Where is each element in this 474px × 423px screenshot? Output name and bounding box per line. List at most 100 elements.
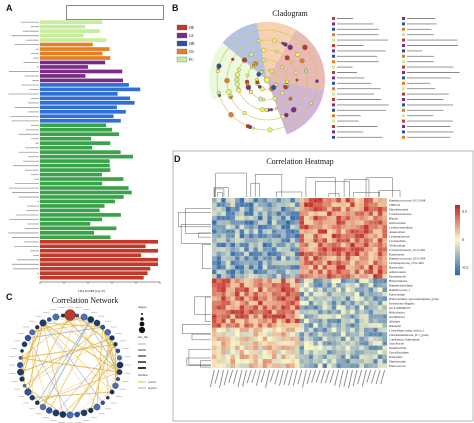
network-node — [75, 313, 80, 318]
heatmap-cell — [345, 247, 351, 252]
heatmap-cell — [299, 247, 305, 252]
cladogram-node — [248, 52, 254, 57]
heatmap-scale-band — [455, 254, 460, 257]
heatmap-cell — [359, 198, 365, 203]
heatmap-cell — [262, 300, 268, 306]
network-edge — [42, 322, 98, 408]
heatmap-cell — [345, 305, 351, 310]
heatmap-cell — [253, 198, 259, 203]
heatmap-cell — [313, 354, 318, 360]
heatmap-top-dendrogram-branch — [378, 190, 401, 197]
heatmap-cell — [281, 229, 286, 234]
heatmap-cell — [294, 238, 300, 243]
heatmap-cell — [281, 309, 286, 315]
heatmap-cell — [285, 274, 291, 279]
heatmap-cell — [267, 233, 272, 239]
heatmap-cell — [308, 260, 314, 266]
heatmap-cell — [235, 314, 240, 319]
heatmap-cell — [363, 309, 369, 315]
heatmap-cell — [373, 350, 378, 355]
heatmap-significance-mark: * — [329, 261, 331, 265]
heatmap-cell — [267, 265, 272, 270]
heatmap-significance-mark: * — [260, 288, 262, 292]
cladogram-key-swatch — [402, 119, 405, 123]
heatmap-cell — [340, 327, 346, 333]
heatmap-cell — [368, 198, 374, 203]
heatmap-cell — [350, 278, 355, 284]
heatmap-cell — [271, 300, 277, 306]
heatmap-significance-mark: * — [315, 284, 317, 288]
network-node — [66, 411, 74, 419]
heatmap-cell — [331, 260, 337, 266]
heatmap-cell — [290, 314, 295, 319]
heatmap-cell — [317, 300, 323, 306]
heatmap-cell — [327, 220, 332, 225]
heatmap-cell — [239, 251, 245, 257]
heatmap-cell — [299, 229, 305, 234]
heatmap-column-label-mark — [232, 369, 238, 384]
heatmap-cell — [299, 220, 305, 225]
heatmap-significance-mark: * — [347, 360, 349, 364]
heatmap-cell — [382, 300, 388, 306]
heatmap-cell — [258, 233, 263, 239]
heatmap-cell — [368, 269, 374, 275]
heatmap-cell — [262, 251, 268, 257]
heatmap-row-label: [Eubacterium] coprostanoligenes_group — [389, 297, 439, 301]
heatmap-cell — [350, 198, 355, 203]
heatmap-cell — [253, 247, 259, 252]
heatmap-cell — [244, 256, 249, 261]
heatmap-cell — [304, 291, 309, 297]
heatmap-cell — [285, 238, 291, 243]
heatmap-cell — [377, 300, 383, 306]
heatmap-cell — [317, 220, 323, 225]
heatmap-cell — [313, 309, 318, 315]
heatmap-cell — [336, 215, 341, 221]
cladogram-key-swatch — [332, 81, 335, 85]
heatmap-cell — [212, 283, 217, 288]
heatmap-cell — [248, 269, 254, 275]
heatmap-cell — [225, 359, 231, 364]
lda-bar — [40, 100, 135, 105]
heatmap-cell — [354, 350, 360, 355]
heatmap-cell — [221, 283, 226, 288]
heatmap-cell — [262, 198, 268, 203]
heatmap-cell — [317, 260, 323, 266]
heatmap-cell — [221, 233, 226, 239]
heatmap-left-dendrogram-branch — [178, 212, 211, 228]
heatmap-cell — [308, 341, 314, 346]
heatmap-cell — [276, 300, 282, 306]
heatmap-cell — [212, 359, 217, 364]
heatmap-cell — [331, 309, 337, 315]
heatmap-significance-mark: * — [379, 279, 381, 283]
heatmap-cell — [216, 269, 222, 275]
heatmap-significance-mark: * — [246, 212, 248, 216]
heatmap-significance-mark: * — [361, 293, 363, 297]
heatmap-cell — [340, 256, 346, 261]
heatmap-cell — [382, 229, 388, 234]
heatmap-cell — [345, 256, 351, 261]
heatmap-cell — [285, 341, 291, 346]
heatmap-cell — [354, 287, 360, 292]
cladogram-key-swatch — [402, 135, 405, 139]
heatmap-cell — [313, 283, 318, 288]
heatmap-cell — [239, 318, 245, 324]
heatmap-cell — [216, 265, 222, 270]
heatmap-cell — [336, 211, 341, 216]
heatmap-row-label: Desulfovibrio — [389, 346, 407, 350]
heatmap-cell — [340, 323, 346, 328]
heatmap-cell — [354, 215, 360, 221]
heatmap-cell — [285, 314, 291, 319]
heatmap-cell — [331, 224, 337, 230]
heatmap-significance-mark: * — [227, 230, 229, 234]
cladogram-key-swatch — [402, 92, 405, 96]
heatmap-significance-mark: * — [292, 288, 294, 292]
heatmap-cell — [225, 327, 231, 333]
heatmap-cell — [235, 350, 240, 355]
heatmap-cell — [235, 198, 240, 203]
heatmap-cell — [299, 336, 305, 342]
heatmap-significance-mark: * — [352, 244, 354, 248]
heatmap-cell — [290, 278, 295, 284]
heatmap-cell — [336, 198, 341, 203]
heatmap-cell — [313, 278, 318, 284]
heatmap-cell — [271, 309, 277, 315]
